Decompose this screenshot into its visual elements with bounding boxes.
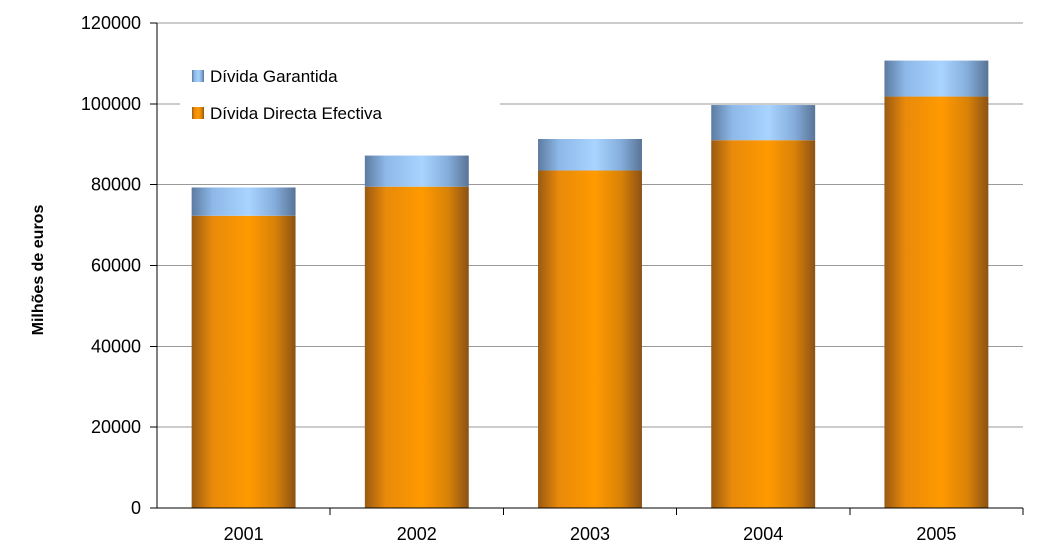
bar-segment-divida-directa-efectiva-2002 xyxy=(364,186,469,508)
legend: Dívida Garantida Dívida Directa Efectiva xyxy=(180,60,500,132)
y-tick-label: 80000 xyxy=(91,175,141,195)
legend-swatch-divida-directa-efectiva xyxy=(192,107,204,119)
y-axis-title: Milhões de euros xyxy=(30,205,47,336)
y-tick-label: 20000 xyxy=(91,417,141,437)
legend-swatch-divida-garantida xyxy=(192,70,204,82)
x-tick-label: 2003 xyxy=(570,524,610,544)
bar-segment-divida-directa-efectiva-2004 xyxy=(711,140,816,509)
bars xyxy=(191,60,989,509)
y-tick-label: 100000 xyxy=(81,94,141,114)
bar-segment-divida-directa-efectiva-2005 xyxy=(884,96,989,508)
bar-segment-divida-garantida-2004 xyxy=(711,105,816,141)
bar-segment-divida-directa-efectiva-2003 xyxy=(538,170,642,509)
y-tick-label: 0 xyxy=(131,498,141,518)
legend-label-divida-garantida: Dívida Garantida xyxy=(210,67,338,86)
x-tick-label: 2002 xyxy=(397,524,437,544)
legend-label-divida-directa-efectiva: Dívida Directa Efectiva xyxy=(210,104,382,123)
bar-segment-divida-garantida-2001 xyxy=(191,187,296,216)
axes: 0 20000 40000 60000 80000 100000 120000 2001 200… xyxy=(81,13,1024,544)
x-tick-label: 2001 xyxy=(224,524,264,544)
y-tick-label: 40000 xyxy=(91,336,141,356)
y-tick-label: 120000 xyxy=(81,13,141,33)
bar-segment-divida-garantida-2002 xyxy=(364,155,469,187)
legend-background xyxy=(180,60,500,132)
x-tick-label: 2005 xyxy=(916,524,956,544)
x-tick-label: 2004 xyxy=(743,524,783,544)
bar-segment-divida-garantida-2003 xyxy=(538,138,642,171)
y-tick-label: 60000 xyxy=(91,256,141,276)
bar-segment-divida-directa-efectiva-2001 xyxy=(191,215,296,508)
bar-segment-divida-garantida-2005 xyxy=(884,60,989,97)
